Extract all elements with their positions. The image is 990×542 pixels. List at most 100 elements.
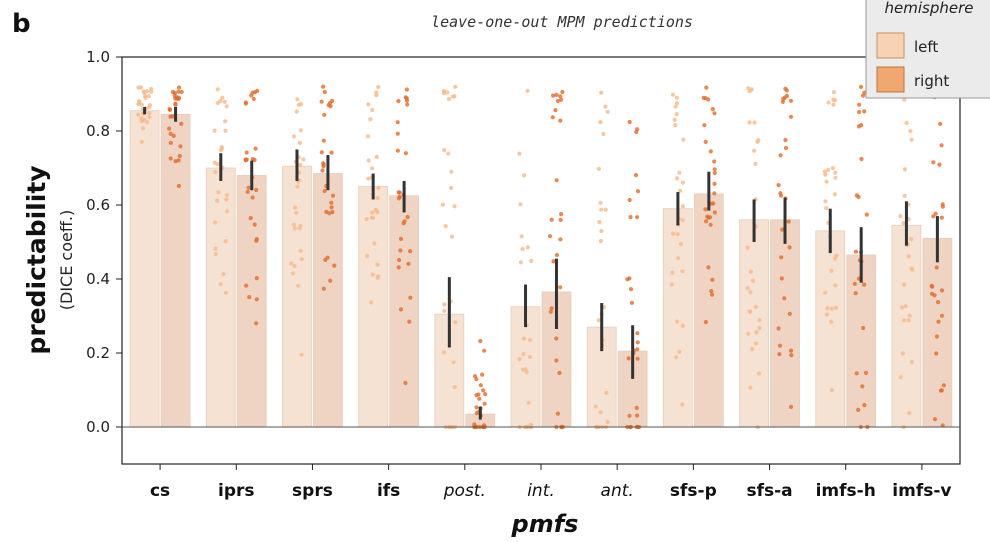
subject-point <box>598 410 603 415</box>
subject-point <box>745 245 750 250</box>
subject-point <box>168 131 173 136</box>
subject-point <box>291 271 296 276</box>
subject-point <box>789 353 794 358</box>
subject-point <box>441 350 447 355</box>
subject-point <box>832 256 838 261</box>
subject-point <box>748 269 754 274</box>
y-tick-label: 0.2 <box>86 344 110 362</box>
subject-point <box>396 99 401 104</box>
subject-point <box>246 185 251 190</box>
subject-point <box>777 352 782 357</box>
subject-point <box>710 107 715 112</box>
chart-title: leave-one-out MPM predictions <box>431 13 693 31</box>
subject-point <box>549 217 554 222</box>
subject-point <box>446 151 451 156</box>
subject-point <box>328 278 333 283</box>
subject-point <box>365 134 371 139</box>
subject-point <box>555 411 561 416</box>
x-tick-label: ant. <box>601 481 634 501</box>
subject-point <box>252 222 257 227</box>
subject-point <box>670 231 676 236</box>
subject-point <box>909 137 914 142</box>
subject-point <box>550 115 555 120</box>
y-tick-label: 0.6 <box>86 196 110 214</box>
subject-point <box>864 212 869 217</box>
subject-point <box>445 90 450 95</box>
subject-point <box>296 283 301 288</box>
subject-point <box>752 120 757 125</box>
subject-point <box>908 129 913 134</box>
subject-point <box>598 120 603 125</box>
y-axis-ticks: 0.0 0.2 0.4 0.6 0.8 1.0 <box>86 48 122 436</box>
subject-point <box>403 151 408 156</box>
subject-point <box>212 128 217 133</box>
subject-point <box>254 187 259 193</box>
subject-point <box>321 164 326 169</box>
subject-point <box>548 309 554 314</box>
subject-point <box>829 268 834 273</box>
subject-point <box>442 302 447 307</box>
y-tick-label: 0.8 <box>86 122 110 140</box>
subject-point <box>398 307 404 312</box>
subject-point <box>298 162 303 167</box>
subject-point <box>168 156 173 161</box>
subject-point <box>753 304 758 309</box>
subject-point <box>824 206 829 211</box>
subject-point <box>395 148 400 153</box>
subject-point <box>674 95 679 100</box>
subject-point <box>137 99 142 104</box>
subject-point <box>477 396 482 401</box>
subject-point <box>833 175 838 180</box>
subject-point <box>452 384 457 390</box>
subject-point <box>170 114 175 119</box>
subject-point <box>673 104 678 109</box>
subject-point <box>674 112 679 117</box>
subject-point <box>396 265 401 270</box>
subject-point <box>527 354 533 360</box>
subject-point <box>635 413 640 418</box>
bar-left-imfs-h <box>815 230 846 428</box>
subject-point <box>146 94 151 99</box>
subject-point <box>829 306 834 311</box>
bar-left-sfs-p <box>663 208 693 428</box>
subject-point <box>853 249 859 254</box>
subject-point <box>907 313 912 318</box>
subject-point <box>708 222 713 227</box>
subject-point <box>711 201 716 206</box>
subject-point <box>712 167 717 172</box>
subject-point <box>779 255 784 260</box>
subject-point <box>678 188 683 193</box>
subject-point <box>825 306 830 311</box>
subject-point <box>176 158 181 163</box>
subject-point <box>675 232 680 237</box>
subject-point <box>935 300 941 305</box>
subject-point <box>525 245 530 250</box>
subject-point <box>748 385 753 390</box>
subject-point <box>294 109 299 114</box>
subject-point <box>529 258 534 264</box>
subject-point <box>906 254 911 259</box>
subject-point <box>405 215 410 220</box>
subject-point <box>220 95 225 100</box>
subject-point <box>598 200 603 205</box>
subject-point <box>329 205 334 210</box>
subject-point <box>856 124 862 129</box>
subject-point <box>680 402 685 407</box>
subject-point <box>703 139 708 144</box>
subject-point <box>365 253 370 259</box>
subject-point <box>139 139 144 144</box>
subject-point <box>780 227 785 232</box>
subject-point <box>757 325 762 331</box>
subject-point <box>681 137 686 142</box>
subject-point <box>907 411 912 416</box>
subject-point <box>856 194 861 200</box>
subject-point <box>712 191 717 196</box>
errorbars-layer <box>143 106 939 420</box>
subject-point <box>322 89 327 95</box>
x-axis-label: pmfs <box>511 510 579 538</box>
subject-point <box>521 351 526 356</box>
subject-point <box>604 390 609 395</box>
subject-point <box>747 89 752 94</box>
subject-point <box>254 297 259 302</box>
